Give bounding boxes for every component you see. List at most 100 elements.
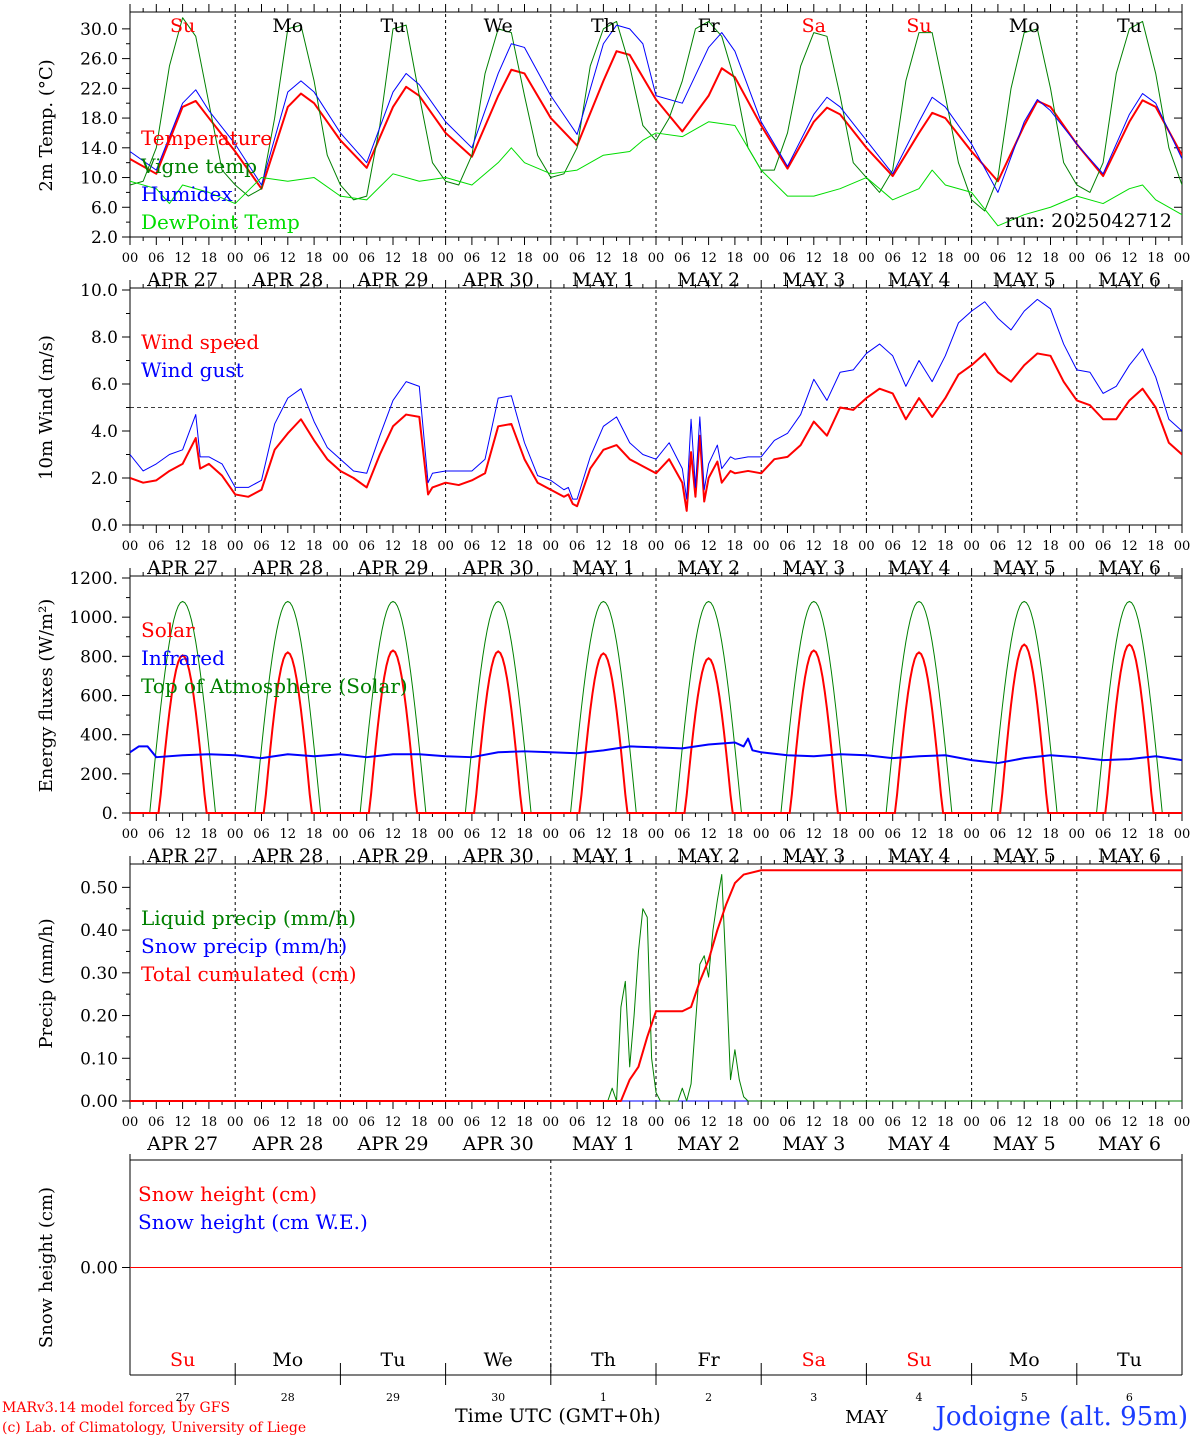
hour-label: 18 (832, 1115, 849, 1130)
hour-label: 06 (779, 251, 796, 266)
hour-label: 00 (1069, 251, 1086, 266)
hour-label: 00 (753, 827, 770, 842)
hour-label: 18 (832, 827, 849, 842)
hour-label: 12 (280, 539, 297, 554)
hour-label: 12 (911, 539, 928, 554)
hour-label: 18 (937, 1115, 954, 1130)
hour-label: 18 (201, 1115, 218, 1130)
hour-label: 00 (227, 827, 244, 842)
hour-label: 00 (1174, 539, 1191, 554)
y-axis-label: Snow height (cm) (36, 1187, 57, 1348)
day-number: 29 (386, 1391, 400, 1404)
panel-temp: 00 06 12 18 00 06 12 18 00 06 12 18 00 06 12 18 00 06 12 18… (36, 4, 1190, 291)
legend-entry: Total cumulated (cm) (141, 962, 357, 986)
y-tick-label: 800. (80, 647, 118, 667)
panel-wind: 00 06 12 18 00 06 12 18 00 06 12 18 00 06 12 18 00 06 12 18… (36, 280, 1190, 579)
hour-label: 06 (253, 251, 270, 266)
series-line-humidex (130, 24, 1182, 193)
y-tick-label: 8.0 (91, 328, 118, 348)
y-tick-label: 0.00 (80, 1092, 118, 1112)
hour-label: 06 (358, 251, 375, 266)
hour-label: 00 (963, 1115, 980, 1130)
hour-label: 00 (227, 251, 244, 266)
day-number: 30 (491, 1391, 505, 1404)
y-tick-label: 2.0 (91, 469, 118, 489)
weekday-label: Tu (1117, 15, 1142, 37)
y-tick-label: 1200. (69, 569, 118, 589)
y-tick-label: 0.0 (91, 516, 118, 536)
hour-label: 18 (306, 1115, 323, 1130)
hour-label: 06 (674, 1115, 691, 1130)
hour-label: 06 (148, 827, 165, 842)
hour-label: 12 (280, 827, 297, 842)
y-tick-label: 26.0 (80, 50, 118, 70)
day-number: 2 (705, 1391, 712, 1404)
legend-entry: Solar (141, 618, 195, 642)
day-number: 6 (1126, 1391, 1133, 1404)
hour-label: 12 (385, 251, 402, 266)
hour-label: 00 (332, 251, 349, 266)
hour-label: 12 (174, 539, 191, 554)
date-label: APR 29 (356, 1133, 428, 1155)
hour-label: 18 (201, 539, 218, 554)
hour-label: 06 (569, 251, 586, 266)
hour-label: 18 (411, 827, 428, 842)
hour-label: 06 (569, 539, 586, 554)
hour-label: 00 (1174, 251, 1191, 266)
hour-label: 18 (516, 1115, 533, 1130)
weekday-label: Fr (697, 1349, 720, 1371)
hour-label: 18 (516, 827, 533, 842)
hour-label: 00 (437, 1115, 454, 1130)
weekday-label: Mo (272, 15, 303, 37)
hour-label: 06 (464, 539, 481, 554)
hour-label: 18 (1042, 827, 1059, 842)
hour-label: 00 (543, 1115, 560, 1130)
y-axis-label: 2m Temp. (°C) (36, 59, 57, 191)
hour-label: 06 (884, 251, 901, 266)
hour-label: 18 (1147, 1115, 1164, 1130)
hour-label: 12 (174, 1115, 191, 1130)
hour-label: 18 (411, 251, 428, 266)
y-axis-label: 10m Wind (m/s) (36, 335, 57, 480)
legend-entry: Temperature (141, 126, 272, 150)
hour-label: 18 (621, 1115, 638, 1130)
y-tick-label: 600. (80, 687, 118, 707)
run-label: run: 2025042712 (1005, 210, 1172, 232)
weekday-label: Th (591, 1349, 616, 1371)
hour-label: 12 (385, 539, 402, 554)
hour-label: 12 (490, 1115, 507, 1130)
y-tick-label: 0.50 (80, 878, 118, 898)
series-line-dewpoint-temp (130, 121, 1182, 227)
y-axis-label: Precip (mm/h) (36, 918, 57, 1048)
y-tick-label: 6.0 (91, 375, 118, 395)
legend-entry: Liquid precip (mm/h) (141, 906, 356, 930)
panel-precip: 00 06 12 18 00 06 12 18 00 06 12 18 00 06 12 18 00 06 12 18… (36, 856, 1190, 1155)
y-tick-label: 30.0 (80, 20, 118, 40)
hour-label: 18 (1147, 539, 1164, 554)
hour-label: 18 (832, 539, 849, 554)
weekday-label: Su (170, 15, 195, 37)
hour-label: 18 (727, 827, 744, 842)
y-tick-label: 0.30 (80, 964, 118, 984)
hour-label: 00 (1174, 827, 1191, 842)
day-number: 28 (281, 1391, 295, 1404)
y-tick-label: 1000. (69, 608, 118, 628)
hour-label: 18 (411, 1115, 428, 1130)
hour-label: 00 (858, 827, 875, 842)
hour-label: 18 (306, 251, 323, 266)
weekday-label: Mo (1009, 1349, 1040, 1371)
hour-label: 06 (253, 539, 270, 554)
hour-label: 00 (1174, 1115, 1191, 1130)
legend-entry: Wind speed (141, 330, 259, 354)
hour-label: 18 (306, 827, 323, 842)
y-tick-label: 0.40 (80, 921, 118, 941)
hour-label: 12 (1016, 827, 1033, 842)
hour-label: 06 (779, 827, 796, 842)
y-tick-label: 0.10 (80, 1049, 118, 1069)
hour-label: 18 (1042, 539, 1059, 554)
legend-entry: Top of Atmosphere (Solar) (141, 674, 408, 698)
hour-label: 00 (1069, 827, 1086, 842)
hour-label: 06 (148, 251, 165, 266)
y-tick-label: 14.0 (80, 139, 118, 159)
weekday-label: Sa (802, 1349, 826, 1371)
